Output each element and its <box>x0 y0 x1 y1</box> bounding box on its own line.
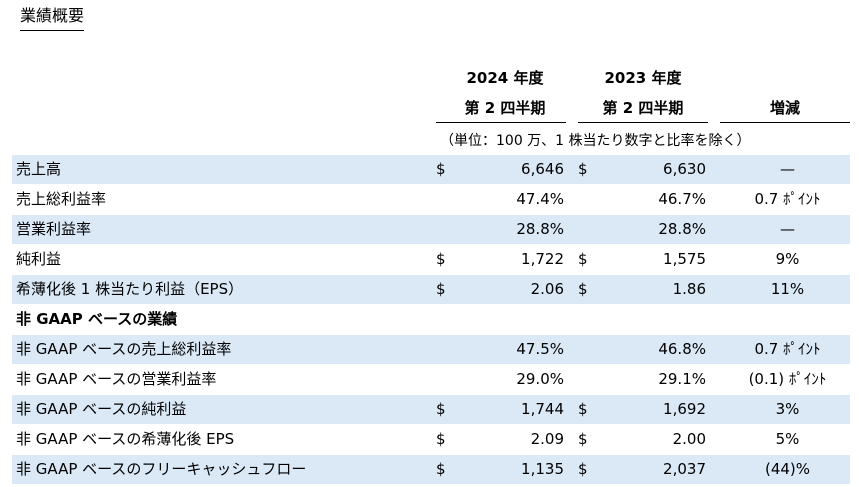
currency-2023: $ <box>578 460 588 478</box>
currency-2023: $ <box>578 250 588 268</box>
value-2023: 29.1% <box>658 370 706 388</box>
value-2024: 47.4% <box>516 190 564 208</box>
header-change: 増減 <box>769 99 800 117</box>
value-2023: 46.7% <box>658 190 706 208</box>
change-value: (44)% <box>764 460 811 478</box>
value-2024: 47.5% <box>516 340 564 358</box>
row-label: 売上高 <box>16 160 62 178</box>
table-row: 希薄化後 1 株当たり利益（EPS） $ 2.06 $ 1.86 11% <box>12 275 850 305</box>
value-2024: 2.09 <box>530 430 564 448</box>
table-row: 売上総利益率 47.4% 46.7% 0.7 ﾎﾟｲﾝﾄ <box>12 185 850 215</box>
row-label: 非 GAAP ベースの売上総利益率 <box>16 340 232 358</box>
section-heading: 非 GAAP ベースの業績 <box>16 310 178 328</box>
value-2024: 6,646 <box>521 160 564 178</box>
table-row: 非 GAAP ベースのフリーキャッシュフロー $ 1,135 $ 2,037 (… <box>12 455 850 485</box>
table-row: 非 GAAP ベースの純利益 $ 1,744 $ 1,692 3% <box>12 395 850 425</box>
header-2024-quarter: 第 2 四半期 <box>464 99 546 117</box>
value-2024: 1,722 <box>521 250 564 268</box>
table-row: 非 GAAP ベースの希薄化後 EPS $ 2.09 $ 2.00 5% <box>12 425 850 455</box>
table-row: 純利益 $ 1,722 $ 1,575 9% <box>12 245 850 275</box>
row-label: 非 GAAP ベースの営業利益率 <box>16 370 217 388</box>
value-2023: 2.00 <box>672 430 706 448</box>
value-2023: 28.8% <box>658 220 706 238</box>
row-label: 希薄化後 1 株当たり利益（EPS） <box>16 280 244 298</box>
value-2023: 1,692 <box>663 400 706 418</box>
value-2024: 29.0% <box>516 370 564 388</box>
value-2023: 1,575 <box>663 250 706 268</box>
change-value: — <box>780 220 795 238</box>
currency-2023: $ <box>578 280 588 298</box>
change-value: (0.1) ﾎﾟｲﾝﾄ <box>748 370 827 388</box>
value-2023: 6,630 <box>663 160 706 178</box>
change-value: 0.7 ﾎﾟｲﾝﾄ <box>754 190 821 208</box>
currency-2024: $ <box>436 430 446 448</box>
table-row: 非 GAAP ベースの営業利益率 29.0% 29.1% (0.1) ﾎﾟｲﾝﾄ <box>12 365 850 395</box>
header-underline-change <box>720 122 850 123</box>
value-2024: 2.06 <box>530 280 564 298</box>
currency-2024: $ <box>436 250 446 268</box>
change-value: 3% <box>775 400 800 418</box>
row-label: 営業利益率 <box>16 220 92 238</box>
currency-2023: $ <box>578 160 588 178</box>
table-row: 営業利益率 28.8% 28.8% — <box>12 215 850 245</box>
header-2024-year: 2024 年度 <box>466 69 544 87</box>
header-underline-2023 <box>578 122 708 123</box>
row-label: 非 GAAP ベースのフリーキャッシュフロー <box>16 460 307 478</box>
header-underline-2024 <box>436 122 566 123</box>
value-2024: 1,135 <box>521 460 564 478</box>
row-label: 非 GAAP ベースの純利益 <box>16 400 187 418</box>
row-label: 非 GAAP ベースの希薄化後 EPS <box>16 430 235 448</box>
table-row: 売上高 $ 6,646 $ 6,630 — <box>12 155 850 185</box>
row-label: 売上総利益率 <box>16 190 107 208</box>
currency-2023: $ <box>578 400 588 418</box>
currency-2023: $ <box>578 430 588 448</box>
change-value: 5% <box>775 430 800 448</box>
change-value: — <box>780 160 795 178</box>
header-2023-quarter: 第 2 四半期 <box>602 99 684 117</box>
page-title: 業績概要 <box>20 6 85 31</box>
value-2023: 1.86 <box>672 280 706 298</box>
change-value: 0.7 ﾎﾟｲﾝﾄ <box>754 340 821 358</box>
results-table: 売上高 $ 6,646 $ 6,630 — 売上総利益率 47.4% 46.7%… <box>12 155 850 485</box>
change-value: 11% <box>770 280 805 298</box>
header-2023-year: 2023 年度 <box>604 69 682 87</box>
section-heading-row: 非 GAAP ベースの業績 <box>12 305 850 335</box>
currency-2024: $ <box>436 460 446 478</box>
units-note: （単位：100 万、1 株当たり数字と比率を除く） <box>440 133 751 149</box>
table-row: 非 GAAP ベースの売上総利益率 47.5% 46.8% 0.7 ﾎﾟｲﾝﾄ <box>12 335 850 365</box>
value-2023: 2,037 <box>663 460 706 478</box>
currency-2024: $ <box>436 280 446 298</box>
currency-2024: $ <box>436 160 446 178</box>
currency-2024: $ <box>436 400 446 418</box>
row-label: 純利益 <box>16 250 62 268</box>
value-2024: 1,744 <box>521 400 564 418</box>
change-value: 9% <box>775 250 800 268</box>
value-2024: 28.8% <box>516 220 564 238</box>
value-2023: 46.8% <box>658 340 706 358</box>
